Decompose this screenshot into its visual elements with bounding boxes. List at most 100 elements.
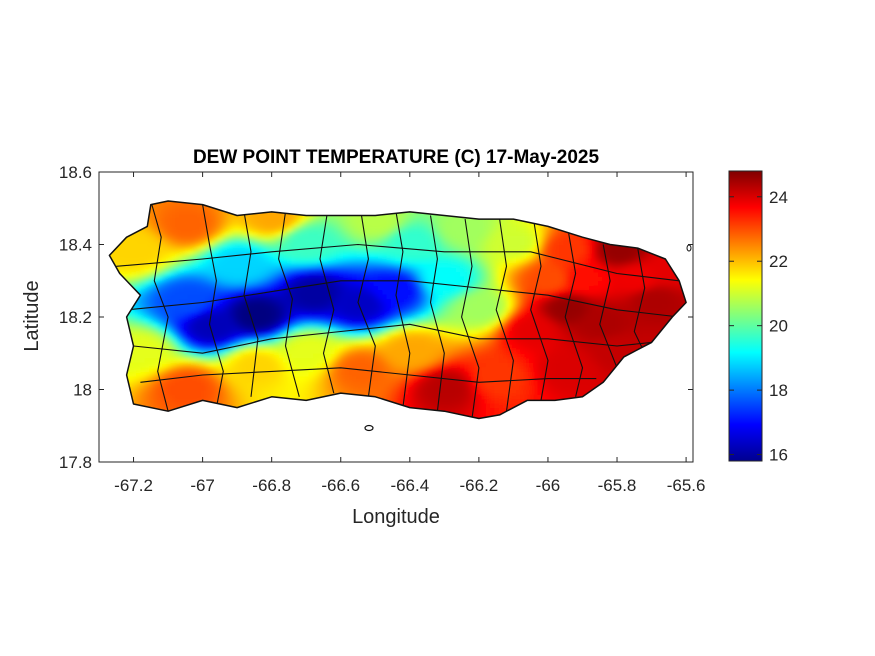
field-cell bbox=[252, 271, 258, 277]
field-cell bbox=[442, 267, 448, 273]
field-cell bbox=[257, 262, 262, 268]
field-cell bbox=[239, 321, 245, 327]
field-cell bbox=[459, 362, 465, 368]
field-cell bbox=[157, 212, 163, 218]
field-cell bbox=[170, 217, 176, 223]
field-cell bbox=[200, 217, 206, 223]
field-cell bbox=[287, 285, 293, 291]
field-cell bbox=[179, 280, 185, 286]
field-cell bbox=[183, 240, 189, 246]
field-cell bbox=[162, 230, 167, 236]
field-cell bbox=[498, 357, 504, 363]
field-cell bbox=[274, 326, 280, 332]
field-cell bbox=[416, 339, 422, 345]
field-cell bbox=[200, 221, 206, 227]
field-cell bbox=[265, 271, 271, 277]
field-cell bbox=[507, 398, 513, 404]
field-cell bbox=[213, 217, 219, 223]
field-cell bbox=[192, 271, 198, 277]
field-cell bbox=[127, 375, 133, 381]
field-cell bbox=[442, 285, 448, 291]
field-cell bbox=[287, 217, 293, 223]
field-cell bbox=[477, 394, 483, 400]
field-cell bbox=[494, 312, 500, 318]
field-cell bbox=[377, 380, 383, 386]
field-cell bbox=[352, 258, 357, 264]
field-cell bbox=[192, 398, 198, 404]
field-cell bbox=[144, 375, 150, 381]
field-cell bbox=[196, 321, 202, 327]
field-cell bbox=[304, 217, 310, 223]
field-cell bbox=[464, 244, 470, 250]
field-cell bbox=[153, 262, 159, 268]
field-cell bbox=[498, 280, 504, 286]
field-cell bbox=[274, 212, 280, 218]
field-cell bbox=[326, 326, 331, 332]
field-cell bbox=[205, 330, 211, 336]
field-cell bbox=[304, 357, 310, 363]
field-cell bbox=[429, 353, 435, 359]
field-cell bbox=[343, 362, 349, 368]
field-cell bbox=[421, 212, 426, 218]
field-cell bbox=[399, 276, 405, 282]
field-cell bbox=[434, 394, 439, 400]
field-cell bbox=[494, 226, 500, 232]
field-cell bbox=[196, 317, 202, 323]
field-cell bbox=[356, 362, 362, 368]
field-cell bbox=[226, 398, 232, 404]
field-cell bbox=[503, 348, 508, 354]
field-cell bbox=[136, 280, 141, 286]
field-cell bbox=[455, 398, 461, 404]
field-cell bbox=[434, 235, 439, 241]
field-cell bbox=[265, 317, 271, 323]
field-cell bbox=[187, 385, 193, 391]
field-cell bbox=[257, 371, 262, 377]
field-cell bbox=[395, 289, 400, 295]
field-cell bbox=[131, 307, 137, 313]
field-cell bbox=[136, 362, 141, 368]
field-cell bbox=[304, 385, 310, 391]
field-cell bbox=[149, 357, 154, 363]
field-cell bbox=[239, 317, 245, 323]
field-cell bbox=[157, 271, 163, 277]
field-cell bbox=[490, 230, 495, 236]
field-cell bbox=[187, 258, 193, 264]
field-cell bbox=[421, 221, 426, 227]
field-cell bbox=[468, 380, 474, 386]
field-cell bbox=[213, 385, 219, 391]
field-cell bbox=[360, 226, 366, 232]
field-cell bbox=[291, 307, 297, 313]
field-cell bbox=[330, 307, 336, 313]
field-cell bbox=[459, 348, 465, 354]
field-cell bbox=[481, 366, 487, 372]
field-cell bbox=[213, 326, 219, 332]
field-cell bbox=[369, 271, 375, 277]
field-cell bbox=[226, 339, 232, 345]
field-cell bbox=[252, 317, 258, 323]
field-cell bbox=[494, 321, 500, 327]
field-cell bbox=[369, 240, 375, 246]
field-cell bbox=[252, 303, 258, 309]
field-cell bbox=[308, 353, 314, 359]
field-cell bbox=[494, 289, 500, 295]
field-cell bbox=[477, 307, 483, 313]
field-cell bbox=[265, 353, 271, 359]
field-cell bbox=[472, 339, 478, 345]
field-cell bbox=[511, 380, 517, 386]
field-cell bbox=[356, 344, 362, 350]
field-cell bbox=[123, 258, 129, 264]
field-cell bbox=[494, 335, 500, 341]
field-cell bbox=[343, 366, 349, 372]
field-cell bbox=[524, 253, 530, 259]
field-cell bbox=[481, 353, 487, 359]
field-cell bbox=[317, 385, 323, 391]
field-cell bbox=[377, 262, 383, 268]
field-cell bbox=[339, 276, 344, 282]
field-cell bbox=[153, 380, 159, 386]
field-cell bbox=[222, 221, 228, 227]
field-cell bbox=[218, 312, 223, 318]
field-cell bbox=[343, 353, 349, 359]
field-cell bbox=[382, 285, 388, 291]
field-cell bbox=[334, 235, 340, 241]
field-cell bbox=[464, 380, 470, 386]
